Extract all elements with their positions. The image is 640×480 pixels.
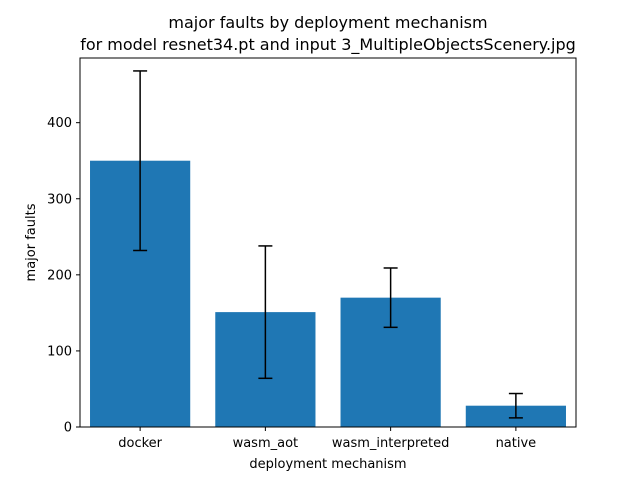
y-tick-label-400: 400 [47, 116, 72, 131]
y-tick-label-200: 200 [47, 268, 72, 283]
axes-frame [79, 57, 577, 428]
x-tick-label-native: native [496, 436, 537, 451]
plot-area: docker wasm_aot wasm_interpreted native 0 100… [47, 70, 566, 451]
x-tick-label-wasm_interpreted: wasm_interpreted [332, 436, 449, 451]
chart-subtitle: for model resnet34.pt and input 3_Multip… [80, 35, 576, 55]
chart-title: major faults by deployment mechanism [168, 13, 487, 32]
y-tick-label-300: 300 [47, 192, 72, 207]
y-tick-label-100: 100 [47, 344, 72, 359]
x-tick-label-docker: docker [118, 436, 162, 451]
y-axis-label: major faults [24, 203, 39, 281]
x-axis-label: deployment mechanism [249, 457, 406, 472]
y-tick-label-0: 0 [64, 421, 72, 436]
x-tick-label-wasm_aot: wasm_aot [233, 436, 299, 451]
